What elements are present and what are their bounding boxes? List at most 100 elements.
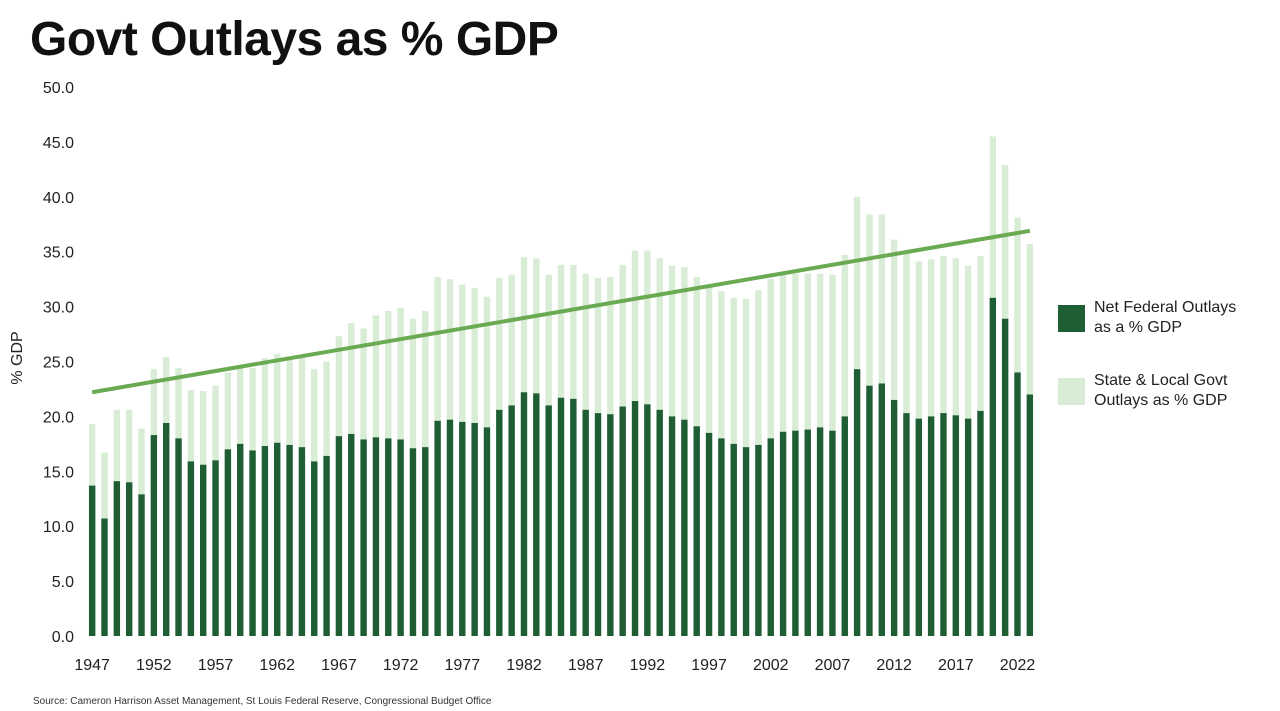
bar-state-local-1970 xyxy=(372,315,380,438)
x-tick-label: 1987 xyxy=(568,657,604,674)
bar-federal-2013 xyxy=(903,413,910,636)
bar-state-local-2022 xyxy=(1014,217,1021,373)
bar-federal-1978 xyxy=(471,422,478,636)
bar-state-local-1968 xyxy=(348,323,355,434)
bar-state-local-1962 xyxy=(274,353,281,443)
bar-federal-1986 xyxy=(570,398,577,636)
bar-state-local-1996 xyxy=(693,276,700,427)
x-tick-label: 2007 xyxy=(815,657,851,674)
bar-state-local-1964 xyxy=(298,356,306,448)
bar-state-local-1990 xyxy=(619,264,626,407)
bar-federal-2010 xyxy=(866,385,873,636)
x-tick-label: 1977 xyxy=(445,657,481,674)
x-tick-label: 1952 xyxy=(136,657,172,674)
y-tick-label: 0.0 xyxy=(52,629,74,646)
bar-federal-1989 xyxy=(607,414,614,636)
bar-state-local-1973 xyxy=(409,318,417,449)
bar-federal-1958 xyxy=(224,449,232,636)
bar-federal-2022 xyxy=(1014,372,1021,636)
bar-federal-1948 xyxy=(101,518,108,636)
bar-state-local-1994 xyxy=(668,265,676,417)
bar-state-local-1966 xyxy=(323,361,330,456)
y-tick-label: 5.0 xyxy=(52,574,74,591)
bar-federal-1982 xyxy=(520,392,528,636)
y-tick-label: 25.0 xyxy=(43,355,74,372)
bar-state-local-1972 xyxy=(397,307,404,440)
bar-state-local-2010 xyxy=(866,214,873,386)
y-tick-label: 35.0 xyxy=(43,245,74,262)
bar-state-local-1980 xyxy=(496,278,503,410)
bar-state-local-1992 xyxy=(644,250,651,405)
bar-state-local-1953 xyxy=(162,357,170,423)
bar-state-local-2023 xyxy=(1026,244,1034,395)
bar-federal-1990 xyxy=(619,406,626,636)
bar-state-local-1991 xyxy=(631,250,639,402)
bar-state-local-1963 xyxy=(286,357,293,445)
bar-state-local-2014 xyxy=(915,261,922,419)
bar-federal-1972 xyxy=(397,439,404,636)
bar-federal-1975 xyxy=(434,420,441,636)
bar-federal-1950 xyxy=(125,482,133,636)
bar-state-local-1984 xyxy=(545,274,552,406)
legend-swatch-federal xyxy=(1058,305,1085,332)
bar-state-local-2008 xyxy=(841,254,848,417)
y-tick-label: 40.0 xyxy=(43,190,74,207)
bar-federal-1994 xyxy=(668,416,676,636)
bar-state-local-1948 xyxy=(101,452,108,519)
bar-state-local-1971 xyxy=(385,310,392,439)
bar-federal-2002 xyxy=(767,438,774,636)
source-note: Source: Cameron Harrison Asset Managemen… xyxy=(33,696,492,707)
bar-state-local-2015 xyxy=(927,259,935,417)
bar-federal-1947 xyxy=(88,485,96,636)
bar-state-local-1979 xyxy=(483,296,491,428)
bar-federal-1971 xyxy=(385,438,392,636)
bar-state-local-2011 xyxy=(878,214,885,384)
bar-federal-2006 xyxy=(816,427,824,636)
bar-federal-2011 xyxy=(878,383,885,636)
x-tick-label: 1947 xyxy=(74,657,110,674)
bar-state-local-2005 xyxy=(804,273,811,430)
bar-state-local-2001 xyxy=(755,290,762,445)
x-axis-ticks: 1947 1952 1957 1962 1967 1972 1977 1982 1987 1992… xyxy=(74,657,1035,674)
bar-state-local-1974 xyxy=(422,310,429,448)
y-tick-label: 10.0 xyxy=(43,519,74,536)
x-tick-label: 1982 xyxy=(506,657,542,674)
bar-federal-1992 xyxy=(644,404,651,636)
bar-federal-2004 xyxy=(792,430,799,636)
bar-federal-2019 xyxy=(977,410,984,636)
bar-state-local-1993 xyxy=(656,258,663,410)
bar-federal-1973 xyxy=(409,448,417,636)
bar-federal-1981 xyxy=(508,405,515,636)
bar-federal-2009 xyxy=(853,369,861,636)
bar-state-local-1987 xyxy=(582,273,589,410)
bar-federal-1974 xyxy=(422,447,429,636)
y-axis-title: % GDP xyxy=(9,331,26,384)
bar-state-local-1952 xyxy=(150,369,158,436)
trendline-group xyxy=(91,228,1031,395)
bar-state-local-2004 xyxy=(792,273,799,431)
bar-state-local-1967 xyxy=(335,336,343,437)
bar-federal-1949 xyxy=(113,481,121,636)
legend-label: Net Federal Outlays xyxy=(1094,299,1236,316)
x-tick-label: 1992 xyxy=(630,657,666,674)
bar-state-local-2009 xyxy=(853,196,861,370)
bar-state-local-1998 xyxy=(718,291,725,439)
bar-state-local-1961 xyxy=(261,358,269,447)
bar-federal-2020 xyxy=(989,297,997,636)
x-tick-label: 1972 xyxy=(383,657,419,674)
bar-state-local-1997 xyxy=(705,286,713,433)
x-tick-label: 1997 xyxy=(691,657,727,674)
bar-state-local-1954 xyxy=(175,368,182,439)
bar-state-local-1957 xyxy=(212,385,219,461)
bar-state-local-2017 xyxy=(952,258,960,416)
bar-federal-1984 xyxy=(545,405,552,636)
bar-federal-2003 xyxy=(779,431,787,636)
y-tick-label: 30.0 xyxy=(43,300,74,317)
bar-state-local-1950 xyxy=(125,409,133,483)
bar-federal-1965 xyxy=(311,461,318,636)
bar-state-local-1960 xyxy=(249,368,256,451)
bar-state-local-1986 xyxy=(570,264,577,399)
bar-federal-1963 xyxy=(286,444,293,636)
bar-federal-1979 xyxy=(483,427,491,636)
